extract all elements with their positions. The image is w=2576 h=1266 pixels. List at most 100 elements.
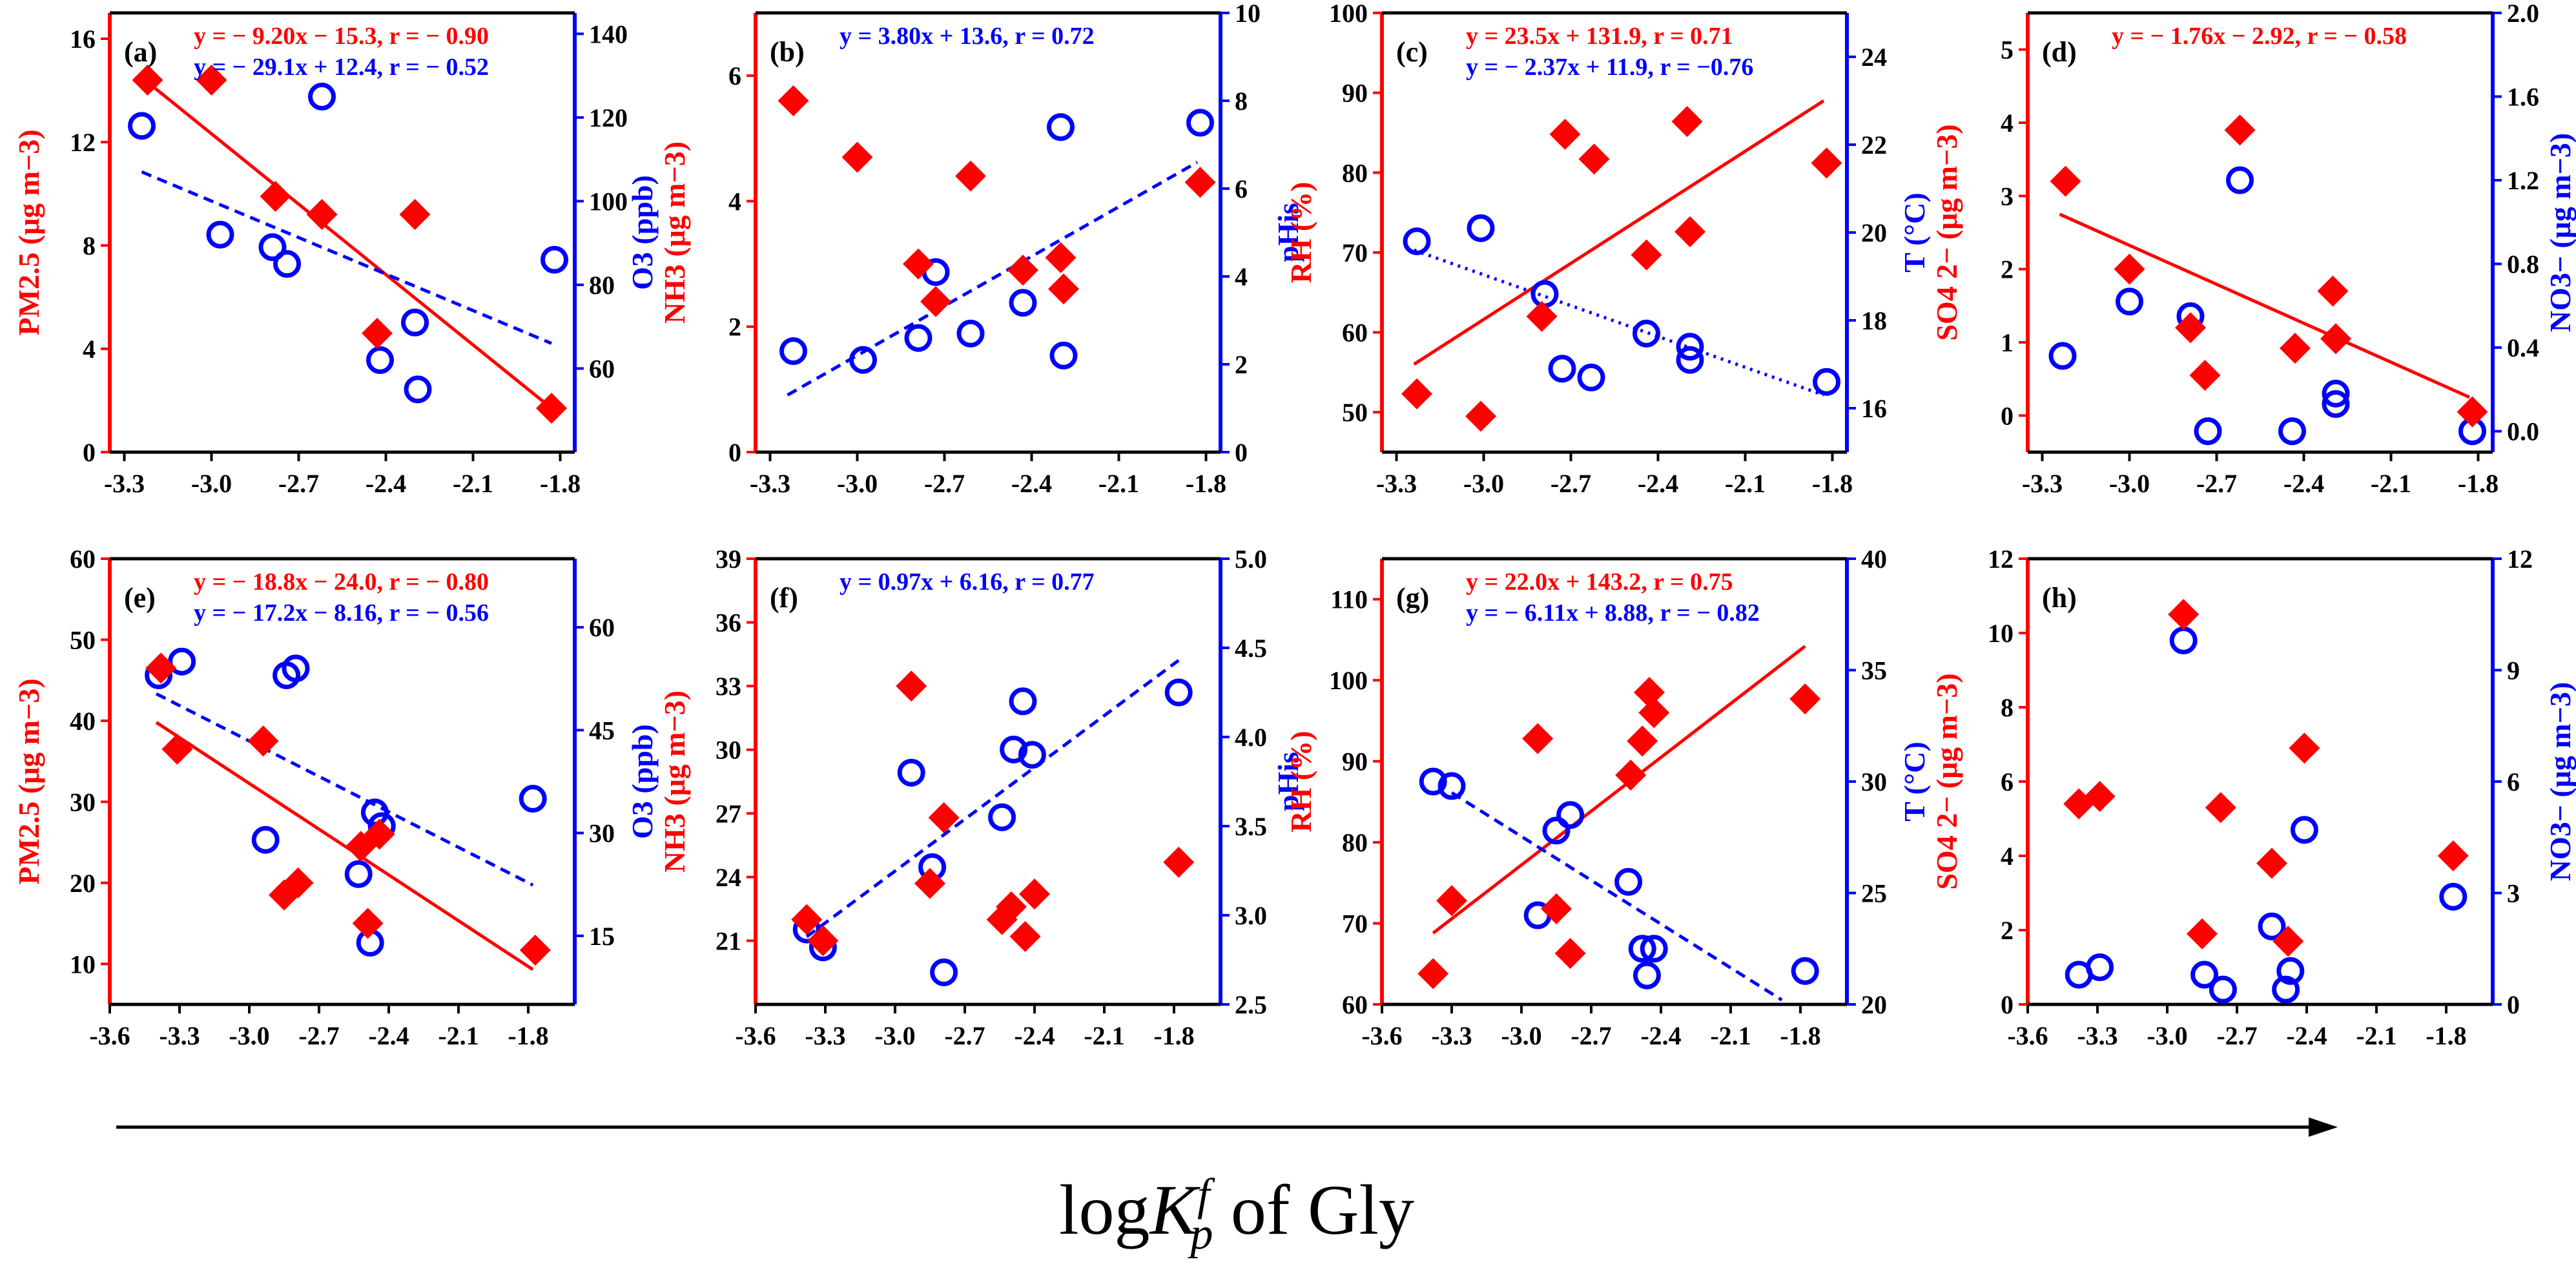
point-left: [2205, 792, 2236, 824]
panel-b: -3.3 -3.0 -2.7 -2.4 -2.1 -1.8 0 2 4 6 0 2 4 6 8 10 NH3 (…: [658, 0, 1304, 498]
point-left: [247, 725, 279, 757]
point-right: [282, 654, 310, 683]
point-left: [1019, 878, 1050, 910]
y-left-tick-label: 2: [2001, 916, 2014, 945]
point-right: [2048, 342, 2077, 370]
y-left-tick-label: 80: [1342, 828, 1368, 857]
point-right: [1000, 735, 1028, 763]
point-right: [2278, 417, 2306, 446]
point-left: [2256, 847, 2287, 879]
point-left: [2189, 360, 2221, 391]
x-tick-label: -3.3: [750, 469, 790, 498]
y-right-label: pHis: [1272, 203, 1304, 262]
point-right: [1548, 355, 1576, 383]
point-left: [364, 818, 395, 850]
y-left-tick-label: 70: [1342, 909, 1368, 939]
x-tick-label: -2.7: [1571, 1021, 1611, 1050]
point-right: [1640, 935, 1668, 963]
y-right-tick-label: 8: [1235, 87, 1248, 116]
fit-line-left: [1432, 645, 1806, 935]
point-right: [779, 337, 807, 366]
point-left: [1578, 143, 1610, 175]
point-right: [2272, 975, 2300, 1004]
x-tick-label: -2.4: [366, 469, 406, 498]
panel-c: -3.3 -3.0 -2.7 -2.4 -2.1 -1.8 50 60 70 80 90 100 16 1…: [1284, 0, 1931, 498]
y-left-tick-label: 30: [70, 787, 96, 816]
y-left-tick-label: 6: [2001, 767, 2014, 796]
point-right: [1542, 816, 1571, 845]
panel-label: (e): [124, 582, 156, 614]
point-left: [536, 393, 567, 424]
x-tick-label: -1.8: [540, 469, 581, 498]
x-tick-label: -1.8: [508, 1021, 548, 1050]
x-tick-label: -3.3: [2077, 1021, 2117, 1050]
point-right: [168, 647, 196, 676]
point-left: [306, 199, 338, 230]
fit-line-right: [155, 692, 534, 887]
x-tick-label: -2.1: [1084, 1021, 1124, 1050]
y-right-tick-label: 0.4: [2507, 333, 2539, 362]
point-right: [904, 324, 933, 352]
y-left-tick-label: 70: [1342, 238, 1368, 267]
x-tick-label: -3.3: [2022, 469, 2063, 498]
point-left: [2280, 333, 2311, 364]
point-left: [1522, 723, 1554, 754]
point-right: [273, 250, 301, 278]
point-left: [1465, 400, 1496, 432]
point-left: [1615, 759, 1647, 791]
x-direction-arrow: [116, 1117, 2338, 1137]
fit-line-left: [2059, 213, 2471, 399]
point-left: [2050, 165, 2081, 197]
y-right-tick-label: 16: [1861, 394, 1887, 423]
point-right: [930, 958, 958, 986]
y-right-tick-label: 24: [1861, 43, 1887, 72]
fit-line-right: [1413, 248, 1824, 397]
equation-left: y = − 1.76x − 2.92, r = − 0.58: [2112, 23, 2407, 50]
point-right: [1676, 333, 1704, 361]
y-right-tick-label: 22: [1861, 130, 1887, 160]
y-left-tick-label: 100: [1329, 666, 1368, 695]
point-right: [344, 860, 373, 888]
x-tick-label: -1.8: [2426, 1021, 2466, 1050]
point-right: [308, 83, 336, 111]
x-tick-label: -2.1: [1098, 469, 1139, 498]
y-left-tick-label: 60: [70, 545, 96, 574]
equation-left: y = − 18.8x − 24.0, r = − 0.80: [194, 568, 489, 596]
y-left-tick-label: 4: [83, 335, 96, 364]
x-tick-label: -2.1: [1725, 469, 1766, 498]
point-right: [2226, 166, 2254, 194]
equation-right: y = − 29.1x + 12.4, r = − 0.52: [194, 54, 489, 81]
point-right: [1437, 772, 1466, 800]
point-right: [1791, 957, 1819, 985]
point-left: [1789, 683, 1821, 715]
point-left: [196, 65, 227, 96]
x-tick-label: -2.7: [2216, 1021, 2257, 1050]
point-right: [258, 233, 287, 262]
y-right-tick-label: 5.0: [1235, 545, 1267, 574]
panel-f: -3.6 -3.3 -3.0 -2.7 -2.4 -2.1 -1.8 21 24 27 30 33 36…: [658, 545, 1304, 1050]
y-left-tick-label: 2: [2001, 255, 2014, 284]
x-tick-label: -2.7: [944, 1021, 985, 1050]
y-left-label: NH3 (μg m−3): [658, 690, 691, 873]
y-right-tick-label: 12: [2507, 545, 2533, 574]
point-left: [1554, 937, 1586, 969]
point-right: [2322, 379, 2350, 408]
y-right-label: NO3− (μg m−3): [2544, 682, 2576, 881]
y-left-label: RH (%): [1284, 731, 1317, 832]
point-right: [1467, 214, 1495, 242]
equation-left: y = − 9.20x − 15.3, r = − 0.90: [194, 23, 489, 50]
y-left-tick-label: 110: [1330, 585, 1368, 614]
x-tick-label: -2.4: [1014, 1021, 1055, 1050]
x-tick-label: -2.7: [278, 469, 319, 498]
y-left-tick-label: 3: [2001, 182, 2014, 211]
panel-label: (d): [2042, 36, 2077, 68]
y-right-tick-label: 1.6: [2507, 83, 2539, 112]
y-left-label: PM2.5 (μg m−3): [12, 678, 45, 884]
point-right: [128, 112, 156, 140]
y-right-tick-label: 120: [589, 103, 628, 132]
x-tick-label: -2.4: [2286, 1021, 2327, 1050]
x-tick-label: -2.7: [2196, 469, 2237, 498]
y-left-tick-label: 5: [2001, 36, 2014, 65]
y-left-tick-label: 12: [1988, 545, 2014, 574]
point-left: [896, 670, 927, 702]
